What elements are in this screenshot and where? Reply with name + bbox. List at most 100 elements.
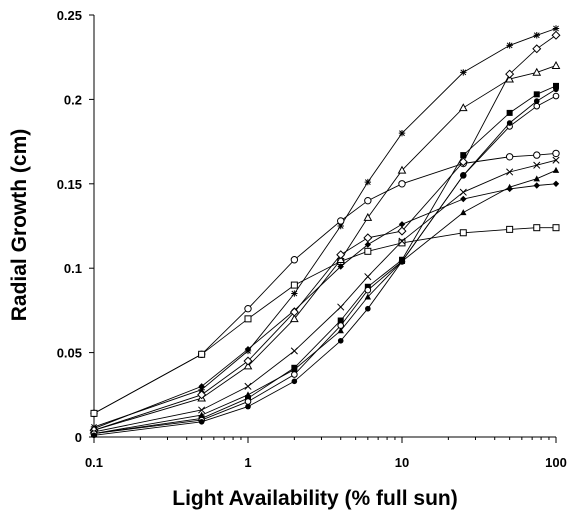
series-filled-circle bbox=[91, 86, 559, 439]
data-point bbox=[91, 432, 97, 439]
data-point bbox=[198, 419, 205, 425]
data-point bbox=[245, 395, 251, 402]
data-point bbox=[505, 153, 514, 161]
data-point bbox=[553, 82, 559, 89]
data-point bbox=[337, 217, 345, 225]
data-point bbox=[336, 250, 346, 260]
data-point bbox=[336, 255, 346, 264]
data-point bbox=[398, 239, 406, 247]
data-point bbox=[552, 25, 560, 32]
series-line bbox=[93, 28, 557, 428]
data-point bbox=[337, 327, 344, 334]
data-point bbox=[506, 42, 513, 49]
data-point bbox=[506, 120, 513, 126]
data-point bbox=[291, 364, 298, 371]
chart-axes: 0 0.05 0.1 0.15 0.2 0.25 0.1 1 10 100 bbox=[57, 8, 567, 470]
data-point bbox=[291, 371, 298, 378]
data-point bbox=[533, 102, 541, 110]
data-point bbox=[397, 226, 407, 236]
data-point bbox=[533, 182, 540, 189]
data-point bbox=[505, 69, 515, 79]
data-point bbox=[553, 86, 559, 93]
data-point bbox=[365, 305, 371, 312]
series-line bbox=[93, 183, 557, 430]
data-point bbox=[364, 283, 371, 290]
series-filled-triangle bbox=[90, 166, 560, 437]
data-point bbox=[337, 322, 345, 329]
data-point bbox=[363, 233, 373, 243]
data-point bbox=[460, 152, 467, 159]
data-point bbox=[398, 221, 406, 228]
y-axis-label: Radial Growth (cm) bbox=[8, 129, 31, 322]
series-filled-diamond bbox=[90, 180, 560, 432]
y-tick-label: 0.2 bbox=[64, 92, 82, 107]
data-point bbox=[552, 180, 560, 187]
data-point bbox=[460, 69, 467, 76]
x-tick-label: 100 bbox=[545, 455, 567, 470]
data-point bbox=[533, 91, 540, 98]
data-point bbox=[337, 337, 344, 344]
series-line bbox=[93, 159, 557, 433]
series-line bbox=[93, 169, 557, 435]
data-point bbox=[290, 314, 299, 323]
x-axis-label: Light Availability (% full sun) bbox=[172, 487, 457, 510]
data-point bbox=[337, 303, 345, 311]
data-point bbox=[337, 263, 344, 270]
data-point bbox=[364, 273, 372, 281]
data-point bbox=[364, 241, 372, 248]
data-point bbox=[458, 157, 468, 167]
data-point bbox=[460, 172, 467, 179]
data-point bbox=[363, 212, 373, 221]
data-point bbox=[364, 286, 372, 294]
data-point bbox=[398, 180, 406, 188]
x-tick-label: 10 bbox=[395, 455, 409, 470]
data-point bbox=[337, 317, 344, 324]
data-point bbox=[460, 195, 467, 203]
data-point bbox=[551, 30, 561, 40]
chart-series bbox=[89, 25, 561, 439]
data-point bbox=[198, 406, 206, 414]
data-point bbox=[459, 188, 467, 196]
data-point bbox=[552, 156, 560, 164]
data-point bbox=[532, 67, 542, 76]
data-point bbox=[290, 281, 298, 289]
data-point bbox=[533, 151, 541, 159]
data-point bbox=[552, 166, 560, 173]
data-point bbox=[506, 109, 513, 116]
y-tick-label: 0.1 bbox=[64, 261, 82, 276]
data-point bbox=[290, 256, 299, 264]
data-point bbox=[364, 178, 372, 186]
data-point bbox=[505, 74, 514, 83]
series-line bbox=[93, 152, 557, 414]
data-point bbox=[289, 307, 299, 317]
data-point bbox=[552, 149, 560, 158]
data-point bbox=[364, 196, 372, 205]
data-point bbox=[244, 382, 252, 390]
series-line bbox=[93, 85, 557, 435]
data-point bbox=[506, 183, 513, 190]
data-point bbox=[533, 98, 540, 104]
series-line bbox=[93, 34, 557, 431]
data-point bbox=[198, 350, 206, 358]
data-point bbox=[244, 315, 252, 323]
data-point bbox=[290, 347, 298, 355]
y-tick-label: 0.25 bbox=[57, 8, 82, 23]
data-point bbox=[244, 305, 252, 313]
data-point bbox=[552, 224, 560, 232]
data-point bbox=[399, 258, 405, 265]
data-point bbox=[291, 290, 298, 297]
y-tick-label: 0 bbox=[75, 430, 82, 445]
y-tick-label: 0.05 bbox=[57, 346, 82, 361]
data-point bbox=[460, 209, 467, 216]
series-line bbox=[93, 95, 557, 435]
data-point bbox=[532, 44, 542, 54]
data-point bbox=[244, 346, 252, 353]
data-point bbox=[398, 237, 406, 245]
data-point bbox=[506, 225, 514, 233]
series-asterisk bbox=[90, 25, 560, 431]
data-point bbox=[533, 224, 541, 232]
x-tick-label: 0.1 bbox=[85, 455, 103, 470]
series-line bbox=[93, 88, 557, 436]
y-tick-label: 0.15 bbox=[57, 177, 82, 192]
data-point bbox=[197, 390, 207, 400]
